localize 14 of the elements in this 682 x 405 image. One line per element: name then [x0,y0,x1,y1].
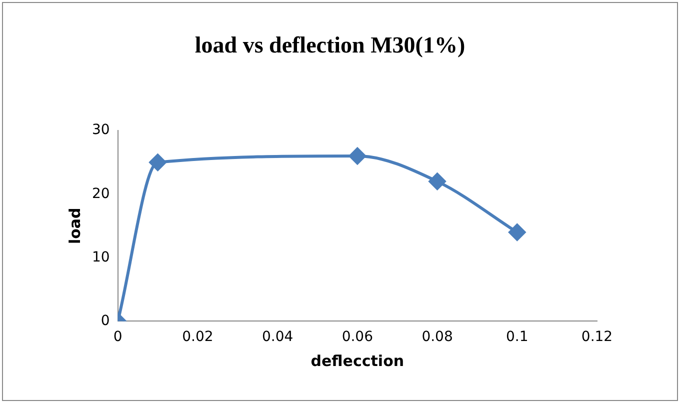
y-tick-label: 30 [92,122,110,138]
y-tick-label: 0 [100,312,110,329]
x-tick-label: 0.04 [262,329,294,346]
y-axis-title: load [66,208,84,244]
x-tick-label: 0.08 [422,329,453,346]
x-tick-label: 0.12 [581,329,613,346]
y-tick-label: 10 [92,249,110,266]
x-tick-label: 0.1 [506,329,528,346]
x-tick-label: 0.06 [342,329,374,346]
chart-title: load vs deflection M30(1%) [194,32,466,58]
x-tick-label: 0 [113,329,122,346]
x-tick-label: 0.02 [182,329,214,346]
x-axis-title: deflecction [310,352,404,370]
y-tick-label: 20 [92,186,110,202]
